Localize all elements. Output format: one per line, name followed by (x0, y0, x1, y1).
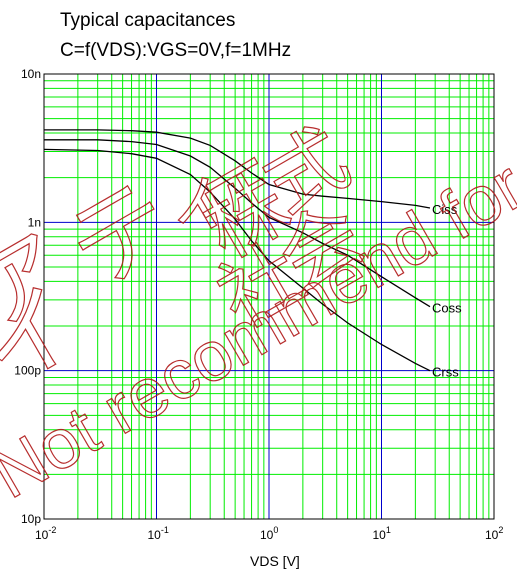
x-tick-labels: 10-2 10-1 100 101 102 (35, 525, 503, 542)
series-crss-label: Crss (432, 365, 459, 380)
chart-title: Typical capacitances (60, 10, 236, 31)
y-tick-label: 10n (21, 67, 41, 81)
series-crss-line (43, 148, 431, 372)
x-tick-label: 102 (485, 525, 503, 542)
plot-frame (43, 73, 495, 520)
x-tick-label: 10-1 (148, 525, 169, 542)
series-ciss-line (44, 129, 431, 209)
x-tick-label: 10-2 (35, 525, 56, 542)
chart-subtitle: C=f(VDS):VGS=0V,f=1MHz (60, 40, 292, 61)
y-tick-label: 100p (14, 364, 41, 378)
y-tick-labels: 10p 100p 1n 10n (14, 67, 41, 526)
series-coss-label: Coss (432, 301, 462, 316)
curve-labels: Ciss Coss Crss (432, 202, 462, 380)
x-axis-label: VDS [V] (250, 553, 300, 569)
series-layer (43, 129, 431, 372)
y-tick-label: 10p (21, 512, 41, 526)
y-tick-label: 1n (28, 215, 41, 229)
x-tick-label: 101 (373, 525, 391, 542)
x-tick-label: 100 (260, 525, 278, 542)
series-coss-line (44, 139, 431, 308)
series-ciss-label: Ciss (432, 202, 458, 217)
